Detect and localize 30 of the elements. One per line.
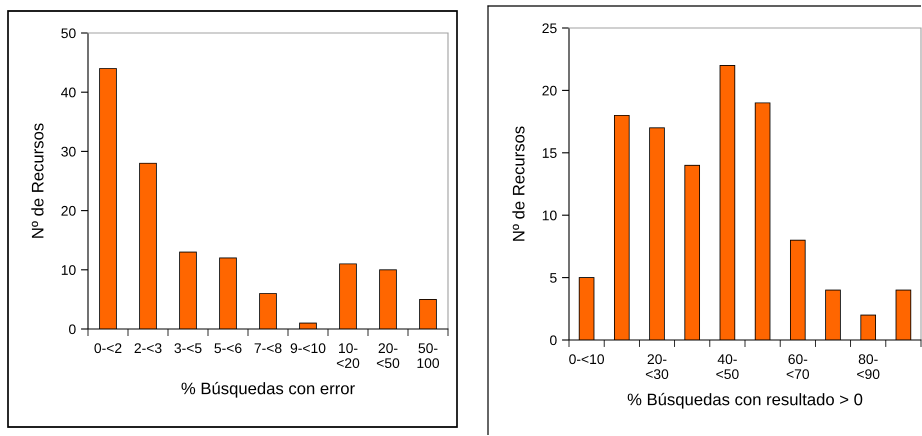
y-tick-label: 5: [550, 273, 557, 283]
x-tick-label: 10- <20: [336, 343, 360, 368]
y-tick-label: 10: [62, 265, 76, 275]
y-tick-label: 0: [550, 335, 557, 346]
x-tick-label: 5-<6: [214, 343, 242, 354]
y-axis-title: Nº de Recursos: [31, 123, 44, 238]
x-tick-label: 2-<3: [134, 343, 162, 354]
y-tick-label: 30: [61, 146, 76, 157]
y-tick-label: 20: [542, 86, 557, 96]
y-tick-label: 25: [542, 23, 557, 34]
x-tick-label: 60- <70: [786, 354, 810, 380]
y-axis-title: Nº de Recursos: [512, 126, 525, 241]
y-tick-label: 10: [542, 210, 557, 220]
x-tick-label: 20- <50: [376, 343, 400, 368]
x-tick-label: 40- <50: [716, 354, 739, 380]
x-tick-label: 3-<5: [174, 343, 202, 354]
x-tick-label: 0-<10: [569, 354, 604, 364]
x-axis-title: % Búsquedas con error: [182, 382, 355, 398]
x-tick-label: 20- <30: [646, 354, 668, 380]
x-tick-label: 7-<8: [254, 343, 282, 354]
x-tick-label: 80- <90: [857, 354, 880, 380]
y-tick-label: 50: [61, 28, 76, 38]
y-tick-label: 15: [542, 148, 557, 158]
x-axis-title: % Búsquedas con resultado > 0: [628, 392, 862, 409]
y-tick-label: 0: [69, 324, 76, 334]
y-tick-label: 40: [61, 88, 76, 98]
x-tick-label: 0-<2: [94, 343, 122, 354]
x-tick-label: 9-<10: [290, 343, 326, 354]
y-tick-label: 20: [61, 206, 76, 216]
x-tick-label: 50- 100: [417, 343, 440, 368]
